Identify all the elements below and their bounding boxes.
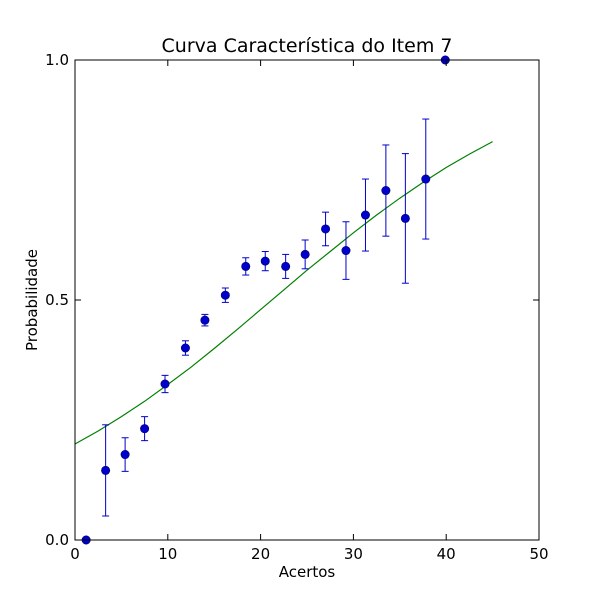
y-tick-label: 0.5: [45, 291, 69, 309]
data-point: [180, 343, 190, 353]
data-point: [160, 379, 170, 389]
data-point: [321, 224, 331, 234]
data-point: [260, 256, 270, 266]
y-axis-label: Probabilidade: [23, 249, 41, 351]
data-point: [381, 186, 391, 196]
data-point: [341, 246, 351, 256]
chart-title: Curva Característica do Item 7: [162, 35, 453, 57]
x-tick-label: 0: [70, 545, 80, 563]
data-point: [421, 174, 431, 184]
x-axis-label: Acertos: [279, 563, 336, 581]
data-point: [360, 210, 370, 220]
data-point: [300, 249, 310, 259]
x-tick-label: 50: [529, 545, 548, 563]
x-tick-label: 20: [251, 545, 270, 563]
data-point: [140, 424, 150, 434]
axis-ticks: 0 10 20 30 40 50 0.0 0.5 1.0: [45, 51, 548, 563]
data-point: [200, 315, 210, 325]
x-tick-label: 30: [344, 545, 363, 563]
y-tick-label: 0.0: [45, 531, 69, 549]
x-tick-label: 40: [437, 545, 456, 563]
data-point: [241, 261, 251, 271]
y-tick-label: 1.0: [45, 51, 69, 69]
x-tick-label: 10: [158, 545, 177, 563]
data-point: [120, 450, 130, 460]
plot-area: [74, 55, 493, 545]
data-point: [101, 465, 111, 475]
data-point: [220, 290, 230, 300]
data-point: [281, 261, 291, 271]
data-point: [400, 213, 410, 223]
